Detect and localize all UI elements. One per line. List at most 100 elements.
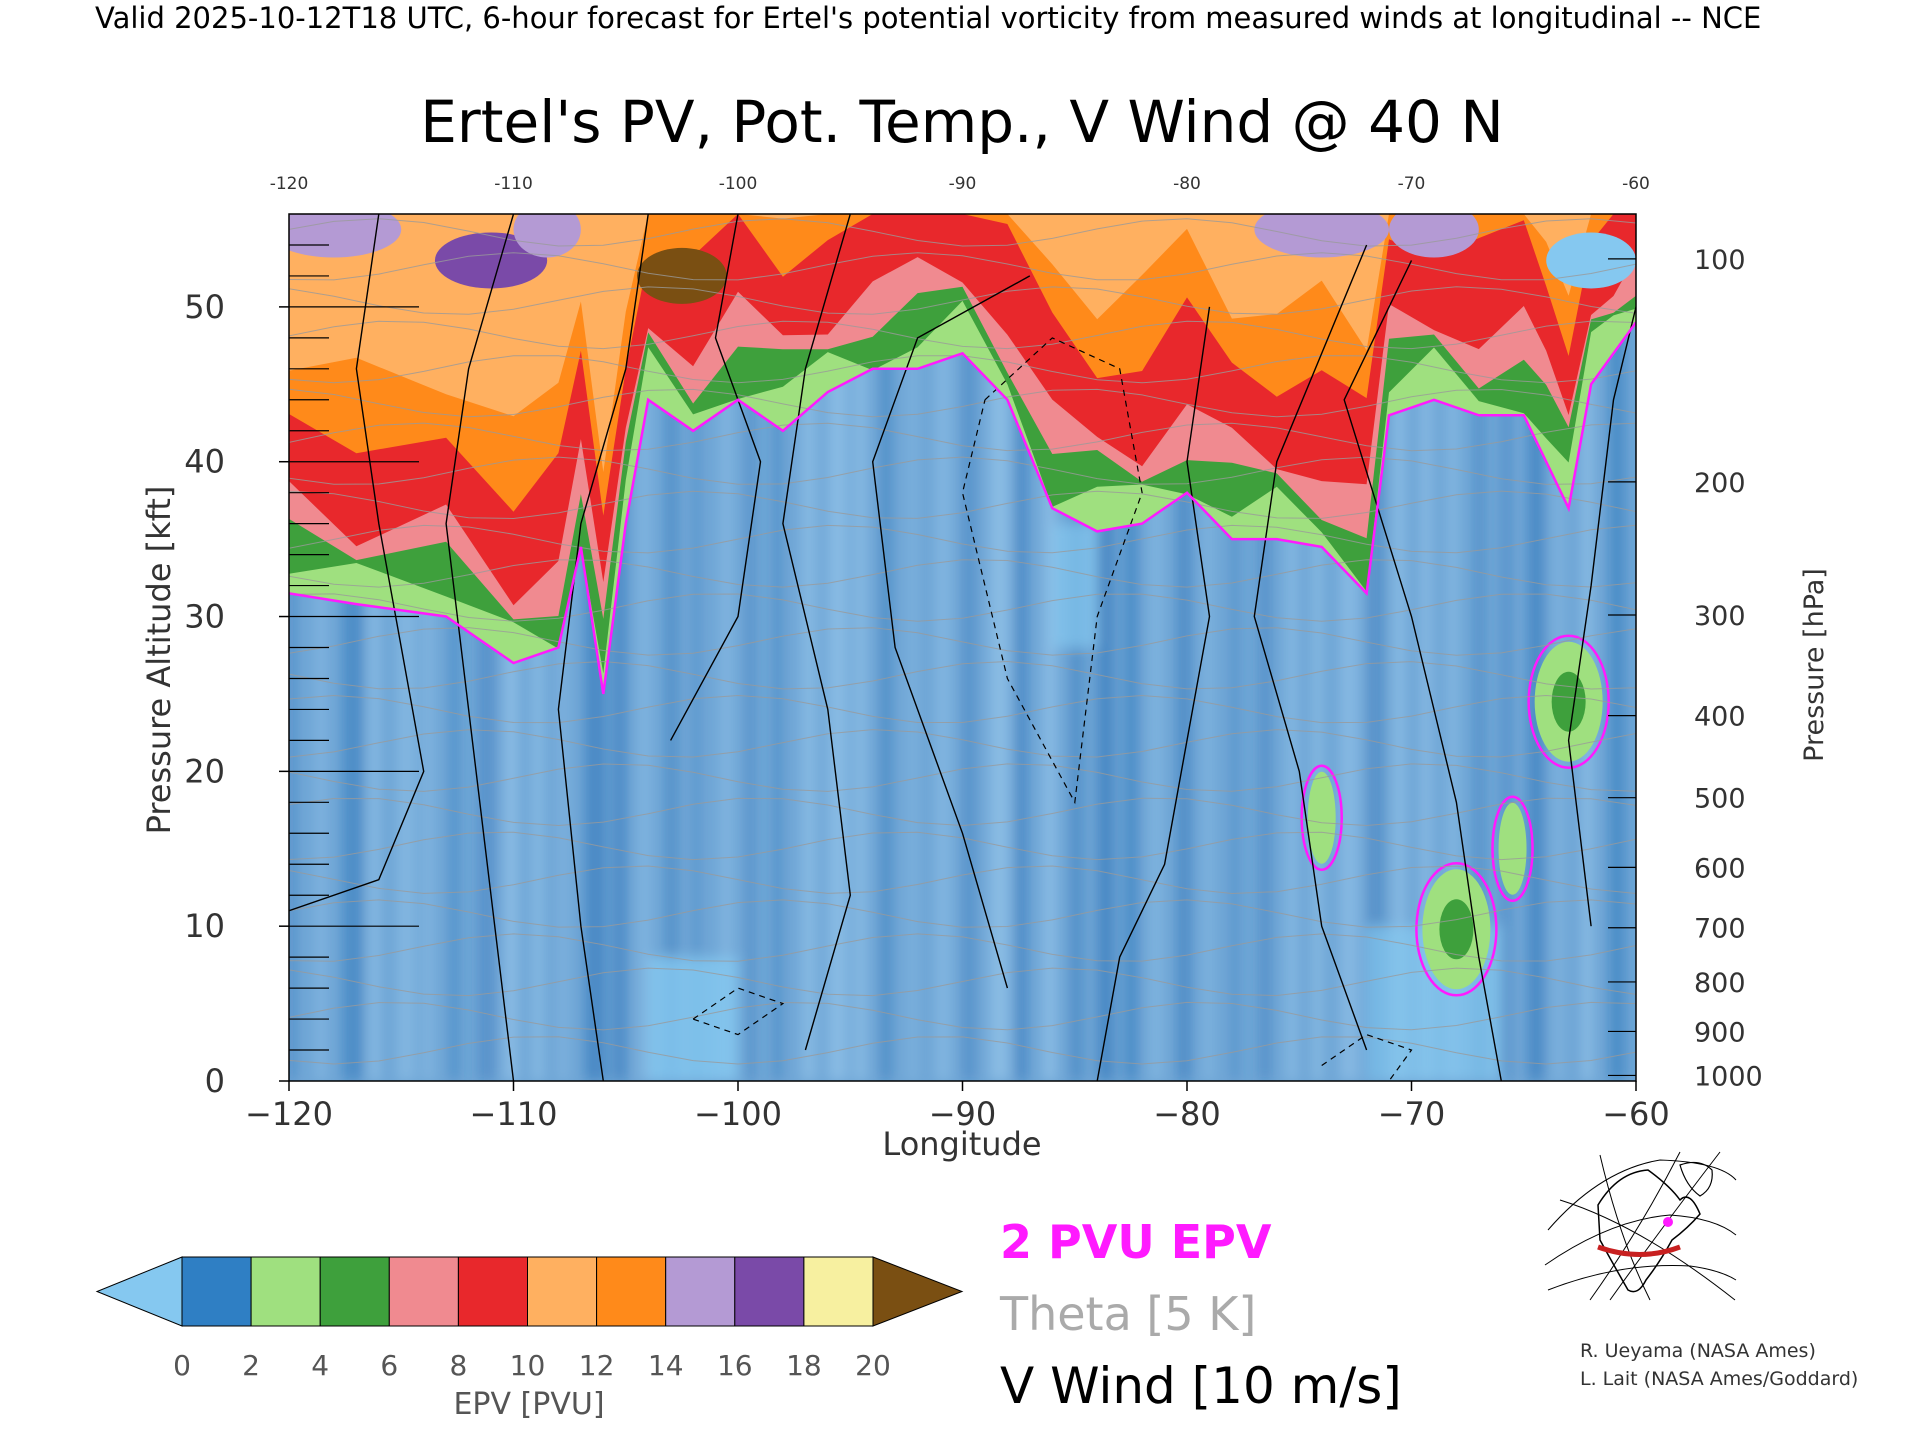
pv-low-region (1052, 523, 1098, 648)
theta-line (289, 660, 1636, 690)
y2-tick-label: 1000 (1694, 1061, 1763, 1092)
theta-line (289, 933, 1636, 962)
y2-axis-label: Pressure [hPa] (1799, 568, 1830, 762)
y-axis: 0 10 20 30 40 50 (184, 244, 419, 1100)
map-coastline-greenland (1679, 1161, 1713, 1197)
x-tick-label: −110 (470, 1095, 558, 1133)
theta-line (289, 1036, 1636, 1065)
pv-layer-fill (289, 214, 1636, 473)
pv-high-patch (513, 214, 581, 258)
pv-anomaly-core (1551, 671, 1586, 732)
colorbar-tick-label: 4 (311, 1349, 329, 1382)
theta-line (289, 422, 1636, 452)
wind-contour (1567, 306, 1636, 927)
pv-texture-band (1474, 214, 1485, 1081)
wind-contour (669, 214, 762, 741)
x-tick-label: −70 (1378, 1095, 1446, 1133)
colorbar-tick-label: 0 (173, 1349, 191, 1382)
legend-entry: 2 PVU EPV (1000, 1215, 1272, 1269)
wind-contour (1096, 306, 1211, 1081)
colorbar-tick-label: 18 (786, 1349, 822, 1382)
pv-texture-band (639, 214, 651, 1081)
x-tick-label: −120 (245, 1095, 333, 1133)
tropopause-2pvu-line (289, 321, 1636, 695)
colorbar-over-arrow (872, 1256, 964, 1327)
theta-line (289, 320, 1636, 350)
pv-texture-band (1420, 214, 1432, 1081)
y-tick-label: 50 (184, 288, 225, 326)
colorbar-tick-label: 12 (579, 1349, 615, 1382)
theta-line (289, 355, 1636, 384)
x-axis: −120 −110 −100 −90 −80 −70 −60 (245, 1081, 1670, 1133)
pv-texture-band (1285, 214, 1298, 1081)
theta-line (289, 252, 1636, 281)
top-tick-label: -100 (719, 174, 758, 194)
wind-contours (289, 214, 1636, 1081)
pv-texture-band (746, 214, 754, 1081)
colorbar-swatch (181, 1256, 252, 1327)
theta-line (289, 763, 1636, 792)
colorbar-swatch (665, 1256, 736, 1327)
wind-contour-negative (961, 337, 1143, 805)
theta-line (289, 831, 1636, 861)
chart-title: Ertel's PV, Pot. Temp., V Wind @ 40 N (420, 88, 1503, 156)
y2-tick-label: 500 (1694, 784, 1746, 815)
pv-texture-band (1204, 214, 1212, 1081)
map-marker (1663, 1217, 1673, 1227)
pv-texture-band (1312, 214, 1323, 1081)
y2-tick-label: 300 (1694, 601, 1746, 632)
y-tick-label: 10 (184, 907, 225, 945)
legend: 2 PVU EPV Theta [5 K] V Wind [10 m/s] (999, 1215, 1402, 1415)
pv-anomaly-contour (1527, 634, 1610, 769)
colorbar-swatch (319, 1256, 390, 1327)
wind-contour (1253, 244, 1368, 1051)
x-tick-label: −80 (1153, 1095, 1221, 1133)
x-tick-label: −100 (694, 1095, 782, 1133)
wind-contour (289, 214, 425, 912)
pv-texture-band (935, 214, 951, 1081)
wind-contour (445, 214, 515, 1081)
header-caption: Valid 2025-10-12T18 UTC, 6-hour forecast… (95, 1, 1761, 35)
top-tick-label: -120 (270, 174, 309, 194)
wind-contour-negative (692, 987, 785, 1036)
colorbar-tick-label: 10 (510, 1349, 546, 1382)
theta-line (289, 1001, 1636, 1031)
pv-high-patch (636, 247, 727, 304)
y2-tick-label: 800 (1694, 968, 1746, 999)
colorbar-swatch (803, 1256, 874, 1327)
colorbar-tick-label: 20 (855, 1349, 891, 1382)
x-tick-label: −90 (929, 1095, 997, 1133)
colorbar-swatch (250, 1256, 321, 1327)
pv-texture-band (1393, 214, 1406, 1081)
pv-texture-band (1609, 214, 1626, 1081)
theta-line (289, 218, 1636, 247)
pv-texture-band (1582, 214, 1593, 1081)
colorbar-tick-label: 8 (449, 1349, 467, 1382)
pv-anomaly-contour (1491, 795, 1534, 903)
theta-line (289, 694, 1636, 724)
colorbar-label: EPV [PVU] (453, 1387, 604, 1422)
y-axis-label: Pressure Altitude [kft] (140, 486, 178, 835)
pv-anomaly-contour (1300, 764, 1343, 872)
top-tick-label: -80 (1173, 174, 1201, 194)
pv-texture-band (854, 214, 867, 1081)
wind-contour (782, 214, 852, 1051)
pv-texture-band (450, 214, 459, 1081)
pv-anomaly-fill (1307, 771, 1336, 864)
pv-texture-band (1016, 214, 1027, 1081)
locator-map (1540, 1150, 1737, 1301)
pv-texture-band (908, 214, 916, 1081)
plot-area (289, 214, 1636, 1081)
y-tick-label: 40 (184, 443, 225, 481)
y2-tick-label: 400 (1694, 702, 1746, 733)
theta-line (289, 593, 1636, 622)
pv-anomalies (1300, 634, 1610, 997)
pv-texture-band (1447, 214, 1459, 1081)
top-tick-label: -90 (949, 174, 977, 194)
pv-high-patch (1546, 232, 1636, 289)
theta-line (289, 456, 1636, 485)
pv-texture-band (773, 214, 782, 1081)
colorbar-tick-label: 2 (242, 1349, 260, 1382)
y-tick-label: 0 (205, 1062, 225, 1100)
